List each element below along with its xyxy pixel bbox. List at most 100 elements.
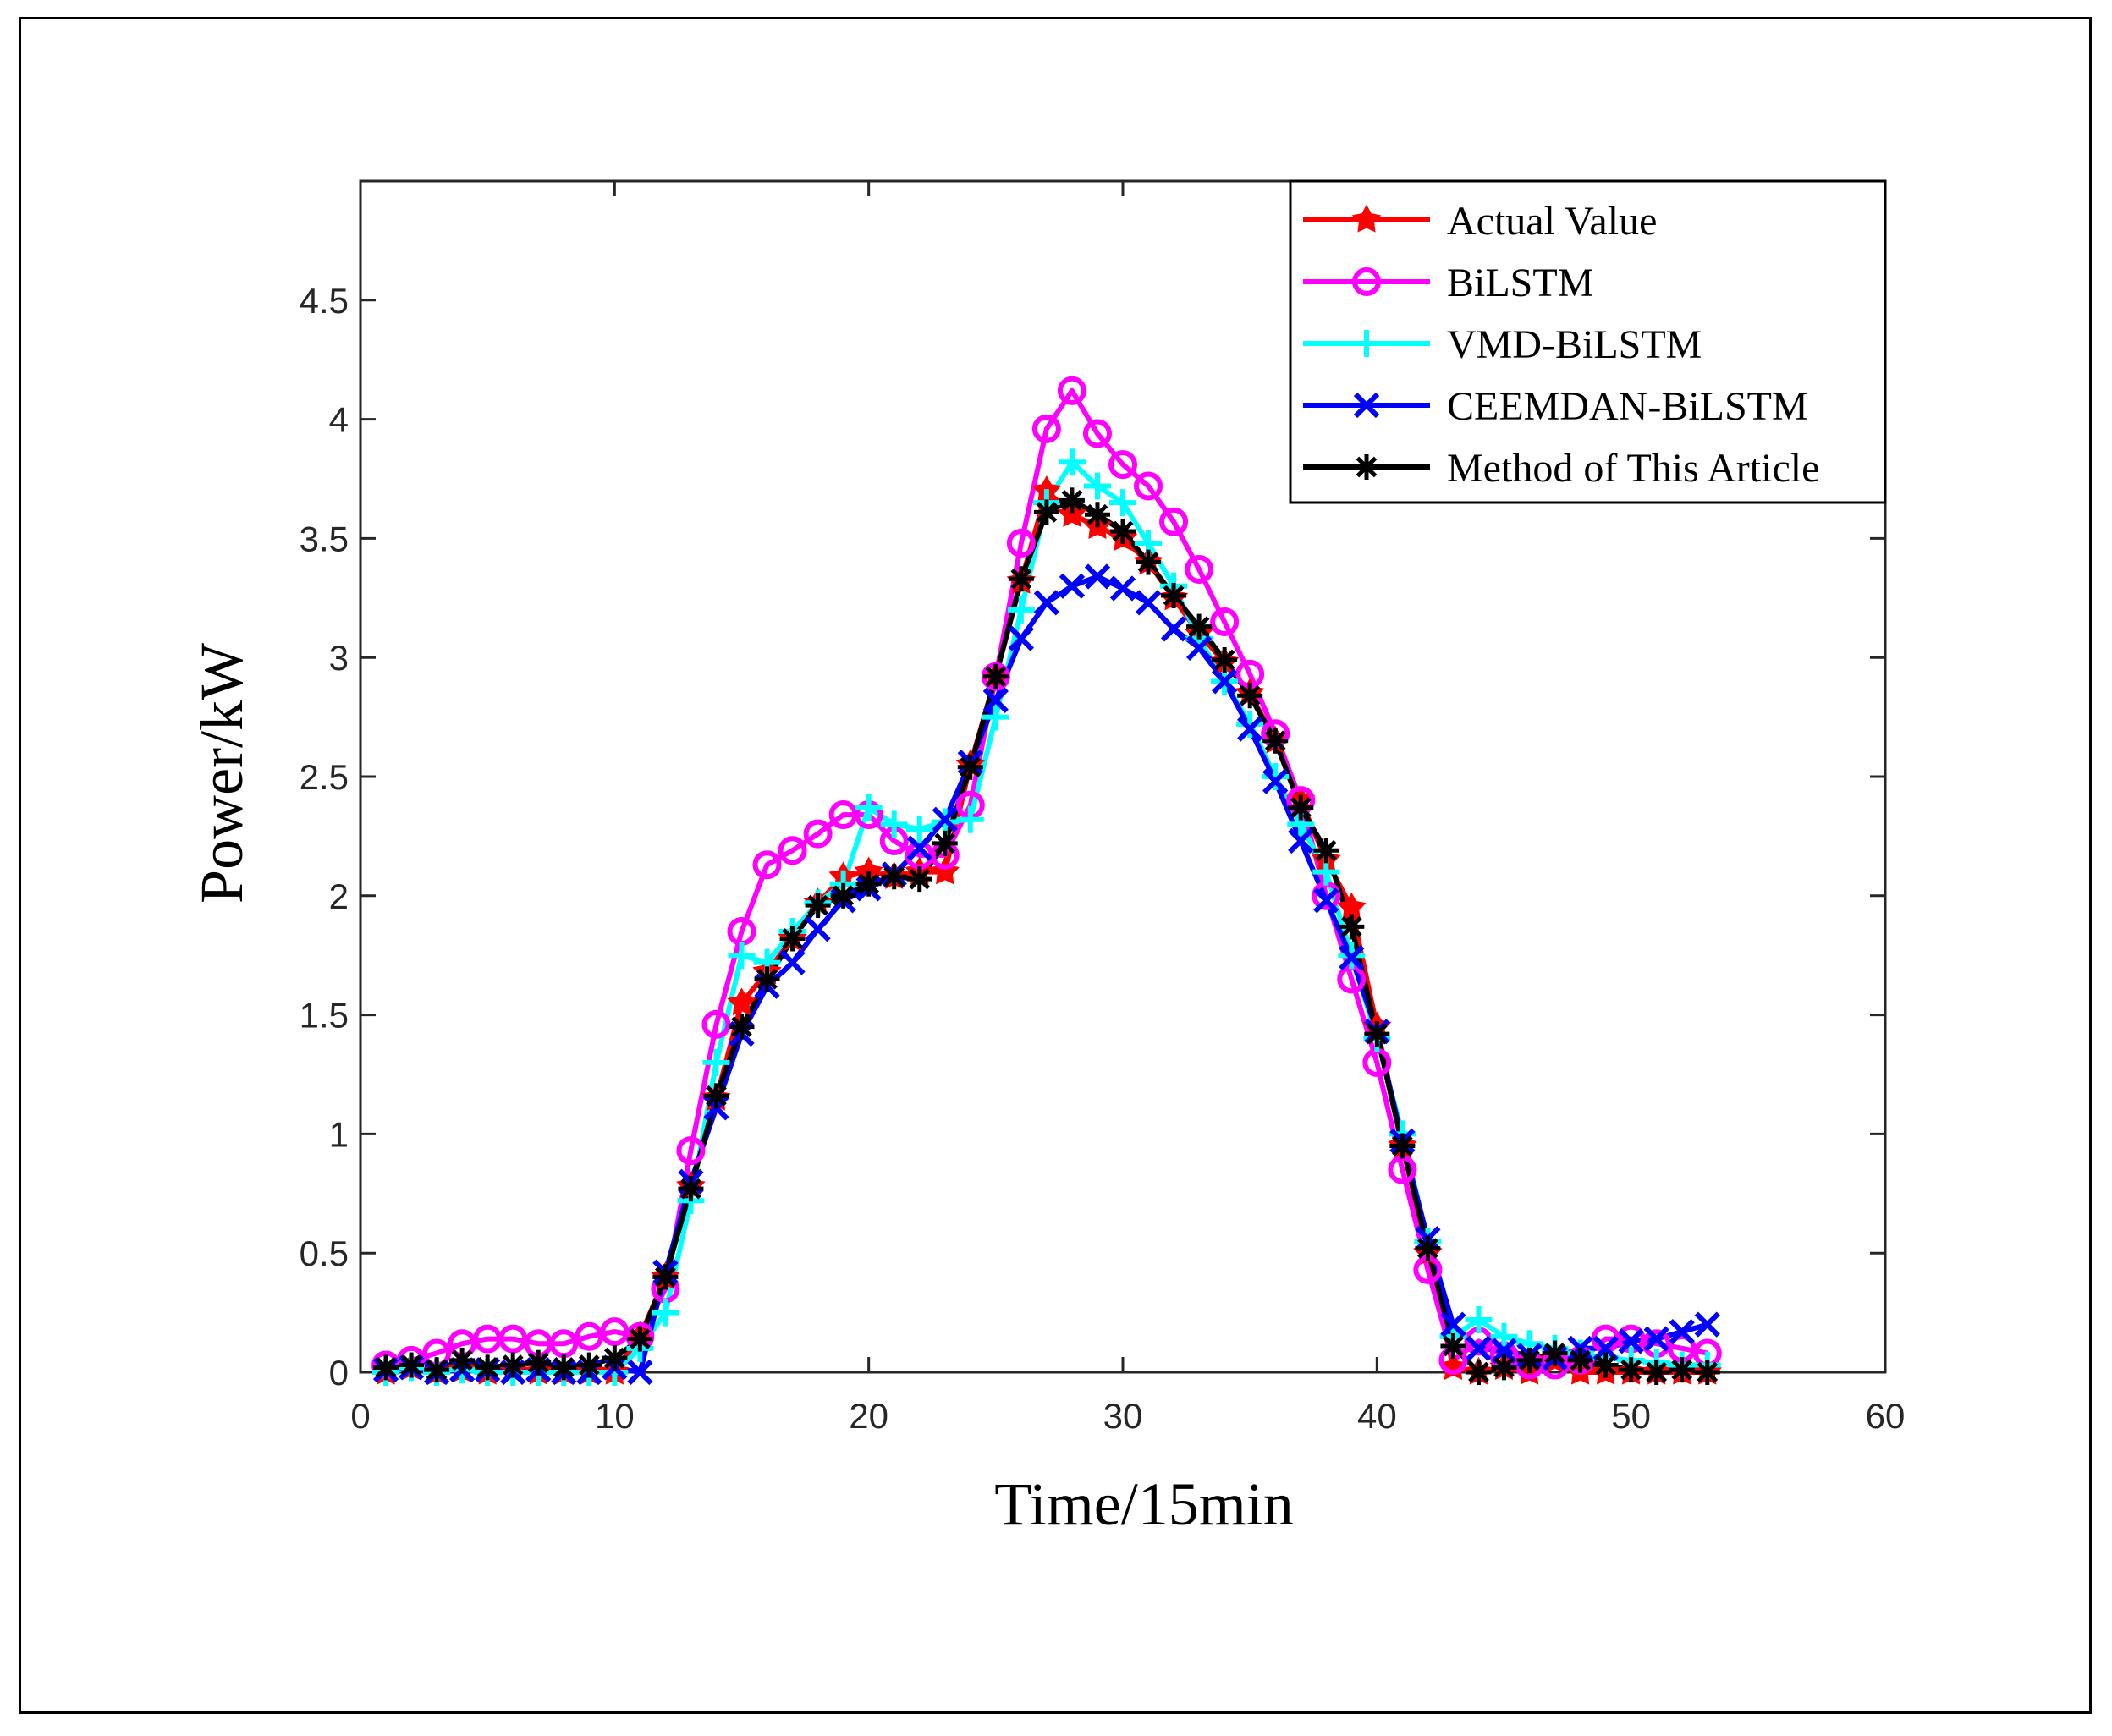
data-point <box>1160 616 1187 642</box>
data-point <box>1108 450 1137 480</box>
data-point <box>424 1357 450 1383</box>
data-point <box>1466 1335 1492 1361</box>
data-point <box>754 966 780 992</box>
data-point <box>475 1354 501 1381</box>
x-tick-label: 60 <box>1866 1396 1906 1436</box>
y-tick-label: 0.5 <box>300 1233 349 1273</box>
data-point <box>701 1009 731 1039</box>
data-point <box>880 810 908 838</box>
data-point <box>1057 376 1086 405</box>
data-point <box>778 836 807 865</box>
data-point <box>779 949 806 975</box>
data-point <box>678 1176 704 1202</box>
data-point <box>1185 635 1213 662</box>
data-point <box>449 1347 476 1373</box>
data-point <box>1440 1311 1466 1338</box>
data-point <box>1006 529 1036 558</box>
data-point <box>930 856 960 885</box>
data-point <box>1618 1328 1644 1354</box>
y-tick-label: 4 <box>329 400 349 440</box>
data-point <box>881 864 907 890</box>
legend-marker <box>1353 330 1380 357</box>
data-point <box>1033 590 1060 616</box>
data-point <box>627 1359 653 1386</box>
legend-label: Method of This Article <box>1447 446 1819 491</box>
x-tick-label: 40 <box>1357 1396 1397 1436</box>
x-tick-label: 50 <box>1611 1396 1651 1436</box>
data-point <box>1389 1133 1416 1159</box>
data-point <box>1339 944 1365 971</box>
data-point <box>1212 647 1238 673</box>
data-point <box>1083 472 1111 500</box>
data-point <box>1186 613 1213 640</box>
data-point <box>373 1354 399 1381</box>
data-point <box>957 754 983 780</box>
data-point <box>982 703 1009 731</box>
data-point <box>551 1354 577 1381</box>
y-tick-label: 1 <box>329 1114 349 1154</box>
data-point <box>727 987 756 1016</box>
data-point <box>932 830 958 856</box>
data-point <box>652 1299 679 1327</box>
data-point <box>906 835 932 861</box>
data-point <box>1262 768 1289 794</box>
data-point <box>1134 471 1163 501</box>
data-point <box>1694 1311 1720 1338</box>
data-point <box>1136 549 1162 575</box>
x-tick-label: 0 <box>350 1396 370 1436</box>
x-tick-label: 10 <box>595 1396 635 1436</box>
data-point <box>1364 1021 1390 1047</box>
data-point <box>525 1349 552 1376</box>
data-point <box>1440 1333 1466 1360</box>
data-point <box>803 819 833 849</box>
data-point <box>1669 1319 1695 1345</box>
data-point <box>982 687 1009 714</box>
legend: Actual Value BiLSTM VMD-BiLSTM CEEMDAN-BiLS… <box>1289 179 1887 504</box>
data-point <box>855 871 882 897</box>
series-markers-4 <box>373 487 1720 1385</box>
y-tick-label: 1.5 <box>300 996 349 1036</box>
data-point <box>1110 518 1136 544</box>
data-point <box>1313 838 1339 864</box>
y-tick-label: 3.5 <box>300 519 349 558</box>
data-point <box>1084 502 1110 528</box>
data-point <box>1084 563 1111 590</box>
data-point <box>956 805 984 833</box>
data-point <box>676 1136 706 1166</box>
data-point <box>1516 1347 1543 1373</box>
data-point <box>1542 1340 1568 1366</box>
figure-frame <box>19 17 2092 1714</box>
data-point <box>652 1264 679 1290</box>
data-point <box>1031 414 1061 443</box>
data-point <box>1567 1347 1593 1373</box>
data-point <box>1262 728 1289 754</box>
data-point <box>1059 487 1085 514</box>
data-point <box>500 1352 526 1378</box>
y-axis-label: Power/kW <box>188 643 256 904</box>
legend-label: VMD-BiLSTM <box>1447 322 1702 367</box>
data-point <box>805 916 831 942</box>
data-point <box>855 794 883 821</box>
data-point <box>703 1083 729 1109</box>
data-point <box>1059 573 1086 599</box>
data-point <box>1007 596 1035 624</box>
x-tick-label: 30 <box>1103 1396 1143 1436</box>
data-point <box>1159 507 1189 536</box>
x-tick-label: 20 <box>849 1396 888 1436</box>
data-point <box>1694 1360 1720 1385</box>
data-point <box>1288 794 1314 821</box>
data-point <box>399 1352 425 1378</box>
y-tick-label: 3 <box>329 638 349 678</box>
data-point <box>1618 1357 1644 1383</box>
data-point <box>1237 716 1263 742</box>
data-point <box>1210 607 1240 636</box>
legend-marker <box>1352 267 1381 296</box>
data-point <box>1592 1352 1619 1378</box>
data-point <box>1313 887 1339 914</box>
data-point <box>1109 489 1136 517</box>
data-point <box>1161 582 1187 608</box>
data-point <box>982 663 1009 689</box>
data-point <box>932 806 958 832</box>
data-point <box>1262 763 1290 790</box>
